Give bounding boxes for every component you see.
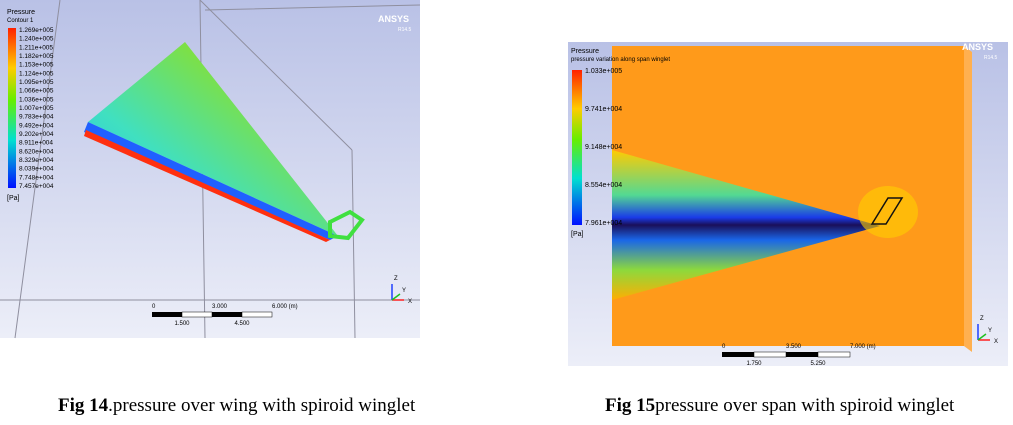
- version: R14.5: [398, 27, 412, 33]
- caption-text: .pressure over wing with spiroid winglet: [108, 395, 416, 416]
- legend-label: 7.457e+004: [19, 183, 54, 190]
- axis-label: Z: [980, 316, 984, 322]
- brand: ANSYS: [378, 14, 409, 24]
- tip-vortex: [858, 186, 918, 238]
- scale-label: 3.000: [212, 304, 228, 310]
- legend-label: 7.748e+004: [19, 174, 54, 181]
- variable: Pressure: [7, 9, 35, 16]
- legend-label: 8.329e+004: [19, 157, 54, 164]
- unit: [Pa]: [7, 195, 20, 202]
- scale-label: 1.500: [174, 321, 190, 327]
- legend-label: 1.007e+005: [19, 105, 54, 112]
- legend-label: 1.182e+005: [19, 53, 54, 60]
- scale-label: 7.000 (m): [850, 344, 876, 350]
- axis-label: X: [408, 299, 412, 305]
- scale-label: 4.500: [234, 321, 250, 327]
- leading-edge: [84, 122, 338, 240]
- color-bar: [8, 28, 16, 188]
- scale-label: 0: [722, 344, 726, 350]
- caption-label: Fig 14: [58, 395, 109, 416]
- legend-label: 8.039e+004: [19, 166, 54, 173]
- wing: [88, 42, 338, 236]
- brand: ANSYS: [962, 42, 993, 52]
- legend-label: 1.095e+005: [19, 79, 54, 86]
- domain-side: [964, 46, 972, 352]
- subtitle: pressure variation along span winglet: [571, 57, 670, 63]
- axis-triad: [977, 324, 990, 341]
- legend-label: 1.269e+005: [19, 27, 54, 34]
- wake: [612, 150, 880, 300]
- variable: Pressure: [571, 48, 599, 55]
- scale-label: 3.500: [786, 344, 802, 350]
- subtitle: Contour 1: [7, 18, 34, 24]
- caption-label: Fig 15: [605, 395, 655, 416]
- legend-label: 9.492e+004: [19, 122, 54, 129]
- caption-text: pressure over span with spiroid winglet: [655, 395, 955, 416]
- legend-label: 9.148e+004: [585, 144, 622, 151]
- legend-label: 1.036e+005: [19, 96, 54, 103]
- scale-label: 5.250: [810, 361, 826, 367]
- legend-label: 1.066e+005: [19, 88, 54, 95]
- scale-bar: [152, 311, 273, 318]
- leading-edge-red: [84, 130, 330, 242]
- axis-triad: [391, 284, 404, 301]
- legend-label: 8.554e+004: [585, 182, 622, 189]
- figure-15: Pressure pressure variation along span w…: [568, 42, 1008, 367]
- scale-bar: [722, 351, 851, 358]
- caption-15: Fig 15pressure over span with spiroid wi…: [605, 395, 955, 416]
- legend-label: 9.202e+004: [19, 131, 54, 138]
- legend-label: 8.911e+004: [19, 140, 53, 147]
- legend-label: 1.240e+005: [19, 36, 54, 43]
- figure-14: Pressure Contour 1 [Pa] ANSYS R14.5 1.26…: [0, 0, 421, 339]
- legend-label: 8.620e+004: [19, 148, 54, 155]
- winglet: [328, 209, 365, 241]
- caption-14: Fig 14.pressure over wing with spiroid w…: [58, 395, 416, 416]
- legend-label: 9.783e+004: [19, 114, 54, 121]
- legend-label: 1.211e+005: [19, 44, 53, 51]
- axis-label: X: [994, 339, 998, 345]
- scale-label: 1.750: [746, 361, 762, 367]
- legend-label: 1.124e+005: [19, 70, 54, 77]
- scale-label: 6.000 (m): [272, 304, 298, 310]
- legend-label: 7.961e+004: [585, 220, 622, 227]
- legend-label: 1.033e+005: [585, 68, 622, 75]
- legend-label: 1.153e+005: [19, 62, 54, 69]
- axis-label: Y: [402, 288, 406, 294]
- color-bar: [572, 70, 582, 225]
- axis-label: Z: [394, 276, 398, 282]
- unit: [Pa]: [571, 231, 584, 238]
- winglet: [870, 197, 904, 225]
- scale-label: 0: [152, 304, 156, 310]
- version: R14.5: [984, 55, 998, 61]
- axis-label: Y: [988, 328, 992, 334]
- legend-label: 9.741e+004: [585, 106, 622, 113]
